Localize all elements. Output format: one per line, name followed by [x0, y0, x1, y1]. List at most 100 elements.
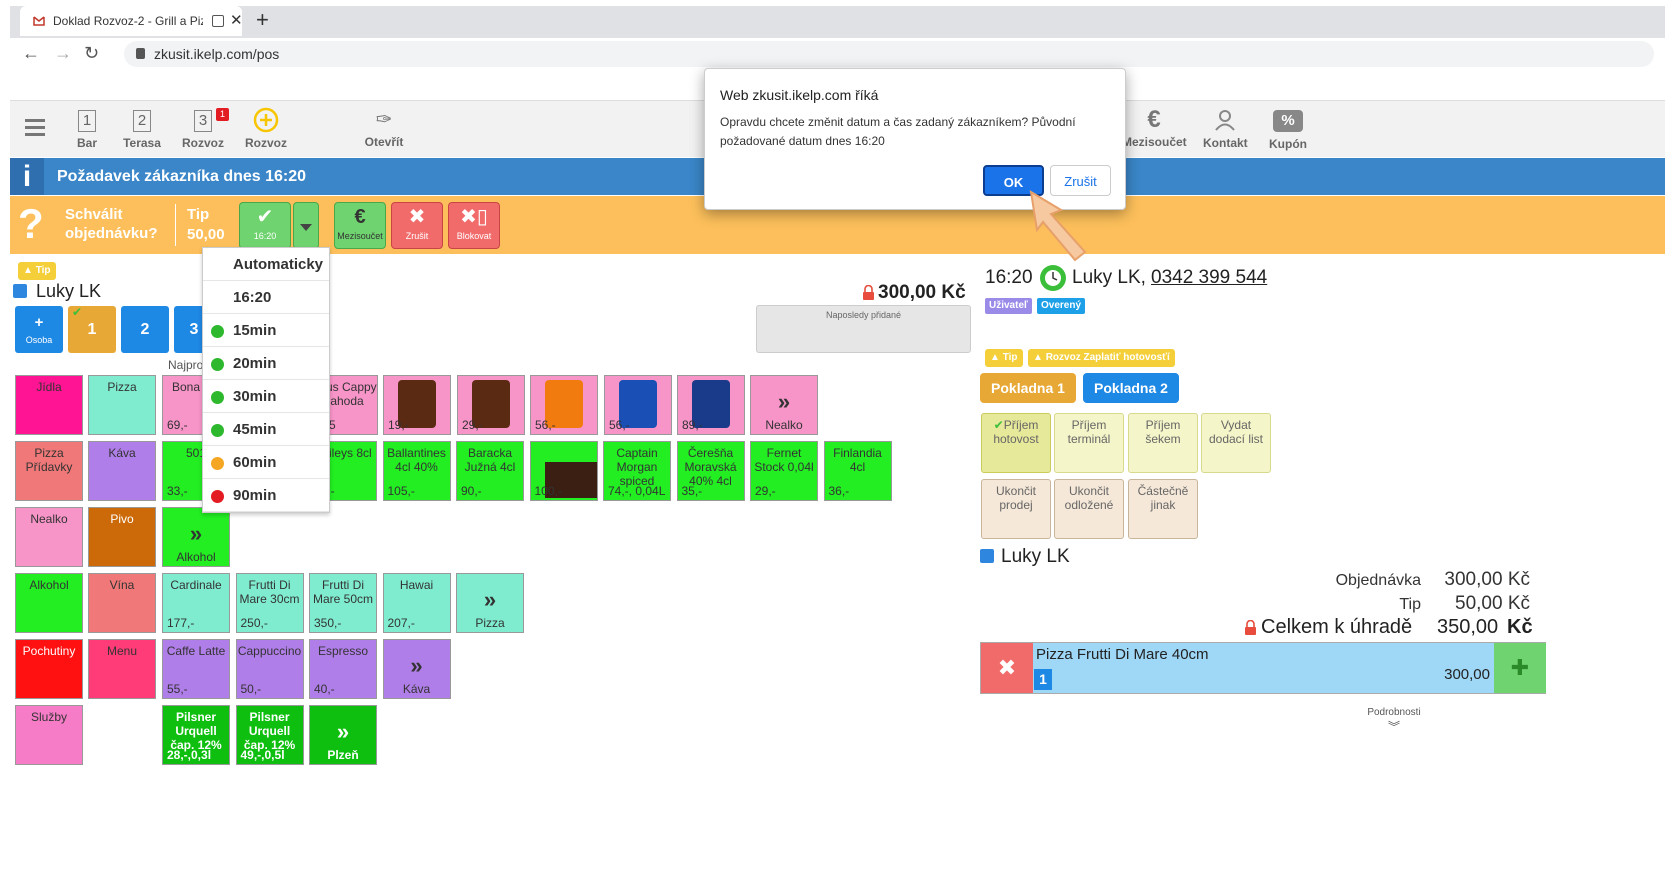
product-r4-2[interactable]: Frutti Di Mare 50cm 350,- [309, 573, 377, 633]
category-6[interactable]: Alkohol [15, 573, 83, 633]
product-r5-2[interactable]: Espresso 40,- [309, 639, 377, 699]
dropdown-option-5[interactable]: 45min [203, 413, 329, 446]
seat-2-button[interactable]: 2 [121, 306, 169, 353]
url-field[interactable]: zkusit.ikelp.com/pos [124, 41, 1654, 67]
back-icon[interactable]: ← [22, 43, 40, 63]
cancel-order-button[interactable]: ✖ Zrušit [391, 202, 443, 249]
dialog-ok-button[interactable]: OK [983, 165, 1044, 196]
dropdown-option-0[interactable]: Automaticky [203, 248, 329, 281]
toolbar-subtotal[interactable]: € Mezisoučet [1122, 105, 1187, 150]
order-value: 300,00 Kč [1444, 569, 1530, 590]
tab-close-button[interactable]: ✕ [230, 12, 243, 29]
add-person-label: Osoba [25, 335, 53, 345]
details-toggle[interactable]: Podrobnosti ︾ [1362, 707, 1426, 735]
tile-label: Pivo [110, 512, 134, 526]
subtotal-button[interactable]: € Mezisoučet [334, 202, 386, 249]
action-finish-sale[interactable]: Ukončit prodej [981, 479, 1051, 539]
toolbar-coupon[interactable]: % Kupón [1268, 105, 1308, 151]
toolbar-open[interactable]: ✑ Otevřít [362, 105, 406, 149]
forward-icon[interactable]: → [54, 43, 72, 63]
time-dropdown-toggle[interactable] [293, 202, 319, 249]
product-r4-1[interactable]: Frutti Di Mare 30cm 250,- [235, 573, 304, 633]
register-1-button[interactable]: Pokladna 1 [980, 373, 1076, 403]
category-7[interactable]: Vína [88, 573, 156, 633]
product-r2-7[interactable]: Čerešňa Moravská 40% 4cl 35,- [676, 441, 745, 501]
tile-label: Pilsner Urquell čap. 12% [243, 710, 296, 752]
register-2-button[interactable]: Pokladna 2 [1083, 373, 1179, 403]
action-cash[interactable]: ✔Příjem hotovost [981, 413, 1051, 473]
tile-label: Pizza [107, 380, 137, 394]
toolbar-rozvoz-add[interactable]: Rozvoz [244, 105, 288, 150]
euro-icon: € [1147, 106, 1161, 133]
order-item-row[interactable]: ✖ Pizza Frutti Di Mare 40cm 1 300,00 ✚ [980, 642, 1546, 694]
product-r2-5[interactable]: 100,- [529, 441, 598, 501]
product-r1-2[interactable]: 19,- [383, 375, 451, 435]
product-r2-6[interactable]: Captain Morgan spiced 74,-, 0,04L [603, 441, 671, 501]
dropdown-option-7[interactable]: 90min [203, 479, 329, 512]
dialog-cancel-button[interactable]: Zrušit [1050, 165, 1111, 196]
category-3[interactable]: Káva [88, 441, 156, 501]
url-text: zkusit.ikelp.com/pos [154, 46, 280, 62]
product-r6-0[interactable]: Pilsner Urquell čap. 12% 28,-,0,3l [162, 705, 230, 765]
product-r5-3[interactable]: » Káva [382, 639, 451, 699]
product-r4-3[interactable]: Hawai 207,- [382, 573, 451, 633]
product-r5-1[interactable]: Cappuccino 50,- [235, 639, 304, 699]
tile-price: 177,- [167, 616, 195, 630]
more-chevron-icon: » [410, 653, 423, 678]
product-r5-0[interactable]: Caffe Latte 55,- [162, 639, 230, 699]
customer-phone-link[interactable]: 0342 399 544 [1151, 267, 1268, 288]
check-icon: ✔ [993, 418, 1004, 432]
product-r6-1[interactable]: Pilsner Urquell čap. 12% 49,-,0,5l [235, 705, 304, 765]
block-button[interactable]: ✖▯ Blokovat [448, 202, 500, 249]
action-partial-other[interactable]: Částečně jinak [1128, 479, 1198, 539]
product-r2-3[interactable]: Ballantines 4cl 40% 105,- [382, 441, 451, 501]
category-0[interactable]: Jídla [15, 375, 83, 435]
action-terminal[interactable]: Příjem terminál [1054, 413, 1124, 473]
add-person-button[interactable]: + Osoba [15, 306, 63, 353]
category-2[interactable]: Pizza Přídavky [15, 441, 83, 501]
dropdown-option-4[interactable]: 30min [203, 380, 329, 413]
dropdown-option-6[interactable]: 60min [203, 446, 329, 479]
category-8[interactable]: Pochutiny [15, 639, 83, 699]
tab-grid-icon[interactable] [212, 15, 224, 27]
confirm-time-button[interactable]: ✔ 16:20 [239, 202, 291, 249]
seat-1-button[interactable]: 1 [68, 306, 116, 353]
toolbar-rozvoz-3[interactable]: 3 Rozvoz [182, 105, 224, 150]
add-item-button[interactable]: ✚ [1494, 643, 1546, 693]
product-r4-0[interactable]: Cardinale 177,- [162, 573, 230, 633]
product-r1-5[interactable]: 56,- [604, 375, 672, 435]
item-qty[interactable]: 1 [1034, 669, 1052, 690]
action-check[interactable]: Příjem šekem [1128, 413, 1198, 473]
product-r2-4[interactable]: Baracka Južná 4cl 90,- [456, 441, 524, 501]
product-r4-4[interactable]: » Pizza [456, 573, 524, 633]
product-r3-0[interactable]: » Alkohol [162, 507, 230, 567]
seat-3-button[interactable]: 3 [174, 306, 204, 353]
more-chevron-icon: » [777, 389, 791, 414]
category-9[interactable]: Menu [88, 639, 156, 699]
product-r6-2[interactable]: » Plzeň [309, 705, 377, 765]
action-finish-deferred[interactable]: Ukončit odložené [1054, 479, 1124, 539]
remove-item-button[interactable]: ✖ [981, 643, 1033, 693]
category-4[interactable]: Nealko [15, 507, 83, 567]
action-delivery-note[interactable]: Vydat dodací list [1201, 413, 1271, 473]
product-r1-4[interactable]: 56,- [530, 375, 598, 435]
toolbar-bar[interactable]: 1 Bar [72, 105, 102, 150]
product-r1-3[interactable]: 29,- [457, 375, 525, 435]
toolbar-terasa[interactable]: 2 Terasa [122, 105, 162, 150]
new-tab-button[interactable]: + [256, 7, 269, 32]
product-r2-9[interactable]: Finlandia 4cl 36,- [823, 441, 892, 501]
menu-icon[interactable] [25, 119, 45, 140]
dropdown-option-1[interactable]: 16:20 [203, 281, 329, 314]
product-r1-7[interactable]: » Nealko [750, 375, 818, 435]
tile-label: Fernet Stock 0,04l [754, 446, 814, 474]
category-1[interactable]: Pizza [88, 375, 156, 435]
toolbar-contact[interactable]: Kontakt [1203, 105, 1248, 150]
product-r1-6[interactable]: 89,- [677, 375, 745, 435]
category-10[interactable]: Služby [15, 705, 83, 765]
dropdown-option-3[interactable]: 20min [203, 347, 329, 380]
category-5[interactable]: Pivo [88, 507, 156, 567]
product-r2-8[interactable]: Fernet Stock 0,04l 29,- [750, 441, 818, 501]
browser-tab[interactable]: Doklad Rozvoz-2 - Grill a Piz ✕ [20, 6, 243, 36]
reload-icon[interactable]: ↻ [84, 43, 100, 63]
dropdown-option-2[interactable]: 15min [203, 314, 329, 347]
